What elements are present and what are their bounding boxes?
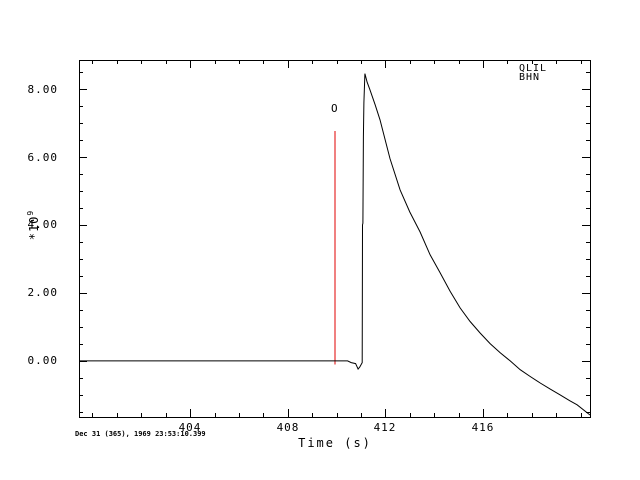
x-tick-label: 412: [373, 421, 397, 434]
x-tick-label: 408: [276, 421, 300, 434]
y-tick-label: 6.00: [27, 151, 58, 164]
y-axis-title-base: *10: [27, 215, 41, 241]
x-tick-label: 404: [178, 421, 202, 434]
reference-timestamp: Dec 31 (365), 1969 23:53:10.399: [75, 430, 206, 438]
channel-name: BHN: [519, 72, 541, 83]
x-axis-title: Time (s): [298, 436, 372, 450]
y-axis-title-exponent: 9: [26, 209, 35, 216]
y-tick-label: 4.00: [27, 218, 58, 231]
station-name: QLIL: [519, 63, 548, 74]
y-tick-label: 2.00: [27, 286, 58, 299]
y-axis-title: *109: [26, 190, 41, 260]
event-marker-label: O: [331, 102, 338, 115]
y-tick-label: 0.00: [27, 354, 58, 367]
station-channel-label: QLIL BHN: [519, 63, 548, 83]
x-tick-label: 416: [471, 421, 495, 434]
y-tick-label: 8.00: [27, 83, 58, 96]
